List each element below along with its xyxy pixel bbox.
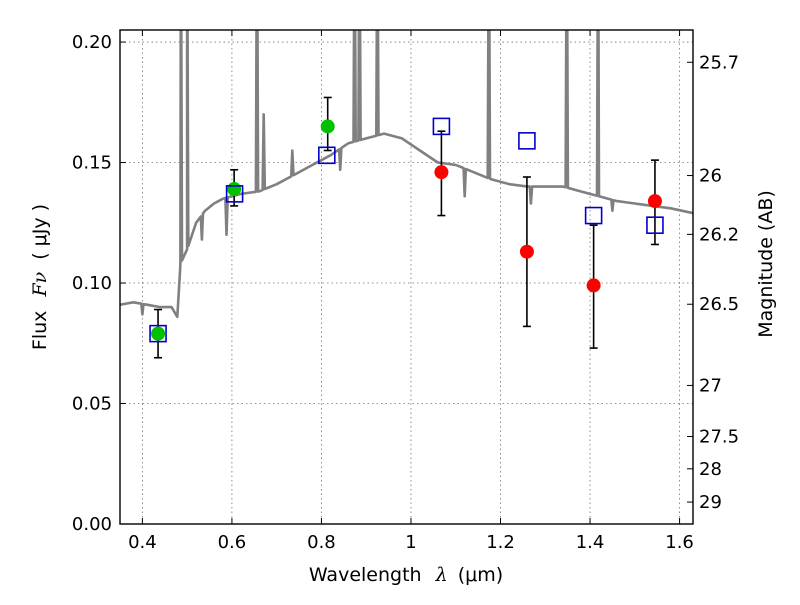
y2-tick-label: 25.7 [699,52,739,73]
observed-red-point [586,278,601,293]
plot-frame [119,29,694,525]
observed-green-point [151,326,166,341]
axis-ticks: 0.4 0.6 0.8 1 1.2 1.4 1.6 0.00 0.05 0.10 0.15 0.20 2… [72,30,739,553]
observed-green-point [227,182,242,197]
x-axis-symbol: λ [435,564,448,586]
y2-tick-label: 28 [699,459,722,480]
observed-green-point [320,119,335,134]
y-tick-label: 0.10 [72,273,112,294]
data-marks [149,96,664,359]
x-tick-label: 0.6 [218,532,247,553]
y-tick-label: 0.20 [72,32,112,53]
y-tick-label: 0.00 [72,514,112,535]
y2-tick-label: 27.5 [699,427,739,448]
x-tick-label: 1.2 [486,532,515,553]
model-photometry-box [149,324,167,343]
model-photometry-box [225,185,244,203]
y2-tick-label: 26.2 [699,224,739,245]
x-tick-label: 1.6 [665,532,694,553]
y2-tick-label: 27 [699,375,722,396]
x-axis-unit: (μm) [458,564,503,586]
y2-tick-label: 26.5 [699,294,739,315]
y-axis-label: Flux [29,311,51,351]
model-photometry-box [432,117,451,136]
model-photometry-box [584,206,603,225]
y-axis-title: Flux Fν ( μJy ) [29,204,51,350]
y-axis-symbol: Fν [29,271,51,297]
model-photometry-box [318,146,336,165]
model-photometry-box [518,132,536,150]
y-tick-label: 0.15 [72,153,112,174]
model-spectrum [120,30,693,319]
x-tick-label: 0.4 [128,532,157,553]
spectrum-line [120,30,693,319]
y-axis-unit: ( μJy ) [29,204,51,260]
observed-red-point [647,194,662,209]
y2-tick-label: 29 [699,492,722,513]
x-tick-label: 1 [405,532,416,553]
model-photometry-box [646,216,664,234]
x-axis-title: Wavelength λ (μm) [309,564,503,586]
y2-tick-label: 26 [699,166,722,187]
y2-axis-title: Magnitude (AB) [755,190,777,338]
y-tick-label: 0.05 [72,394,112,415]
x-tick-label: 1.4 [576,532,605,553]
observed-red-point [519,244,534,259]
x-tick-label: 0.8 [307,532,336,553]
observed-red-point [434,165,449,180]
x-axis-label: Wavelength [309,564,422,586]
